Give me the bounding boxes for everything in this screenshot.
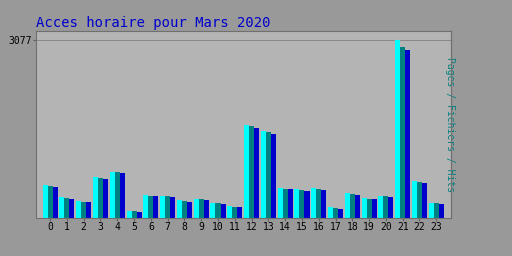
Bar xyxy=(271,134,276,218)
Bar xyxy=(400,47,405,218)
Bar xyxy=(210,203,216,218)
Bar xyxy=(170,197,175,218)
Bar xyxy=(372,199,377,218)
Bar xyxy=(355,195,360,218)
Bar xyxy=(378,196,383,218)
Bar xyxy=(76,201,81,218)
Bar xyxy=(115,173,120,218)
Bar xyxy=(160,196,165,218)
Bar xyxy=(345,193,350,218)
Bar xyxy=(143,195,148,218)
Bar xyxy=(417,182,422,218)
Bar xyxy=(199,199,204,218)
Bar xyxy=(59,197,65,218)
Bar xyxy=(383,196,389,218)
Bar xyxy=(238,207,242,218)
Bar xyxy=(221,204,226,218)
Bar xyxy=(333,208,338,218)
Bar xyxy=(126,211,132,218)
Bar xyxy=(367,199,372,218)
Bar xyxy=(321,190,326,218)
Bar xyxy=(232,207,238,218)
Bar xyxy=(254,128,259,218)
Bar xyxy=(48,186,53,218)
Bar xyxy=(266,132,271,218)
Bar xyxy=(350,194,355,218)
Bar xyxy=(439,204,444,218)
Bar xyxy=(120,173,125,218)
Bar xyxy=(65,198,70,218)
Bar xyxy=(187,202,192,218)
Bar xyxy=(194,198,199,218)
Bar xyxy=(93,177,98,218)
Bar xyxy=(328,207,333,218)
Bar xyxy=(216,203,221,218)
Bar xyxy=(261,131,266,218)
Bar xyxy=(86,202,91,218)
Bar xyxy=(81,202,86,218)
Bar xyxy=(429,202,434,218)
Bar xyxy=(53,187,58,218)
Bar xyxy=(389,197,394,218)
Bar xyxy=(249,126,254,218)
Bar xyxy=(165,197,170,218)
Bar xyxy=(283,189,288,218)
Bar xyxy=(70,198,74,218)
Text: Acces horaire pour Mars 2020: Acces horaire pour Mars 2020 xyxy=(36,16,270,29)
Bar xyxy=(137,212,142,218)
Bar xyxy=(294,189,300,218)
Bar xyxy=(405,50,410,218)
Bar xyxy=(278,188,283,218)
Y-axis label: Pages / Fichiers / Hits: Pages / Fichiers / Hits xyxy=(445,57,455,192)
Bar xyxy=(305,191,310,218)
Bar xyxy=(204,200,209,218)
Bar xyxy=(42,185,48,218)
Bar xyxy=(98,178,103,218)
Bar xyxy=(434,203,439,218)
Bar xyxy=(361,198,367,218)
Bar xyxy=(244,125,249,218)
Bar xyxy=(103,179,108,218)
Bar xyxy=(227,206,232,218)
Bar xyxy=(154,196,158,218)
Bar xyxy=(177,200,182,218)
Bar xyxy=(288,189,293,218)
Bar xyxy=(422,183,427,218)
Bar xyxy=(311,188,316,218)
Bar xyxy=(300,190,305,218)
Bar xyxy=(182,201,187,218)
Bar xyxy=(132,211,137,218)
Bar xyxy=(316,189,321,218)
Bar xyxy=(412,180,417,218)
Bar xyxy=(148,196,154,218)
Bar xyxy=(395,40,400,218)
Bar xyxy=(338,209,343,218)
Bar xyxy=(110,172,115,218)
